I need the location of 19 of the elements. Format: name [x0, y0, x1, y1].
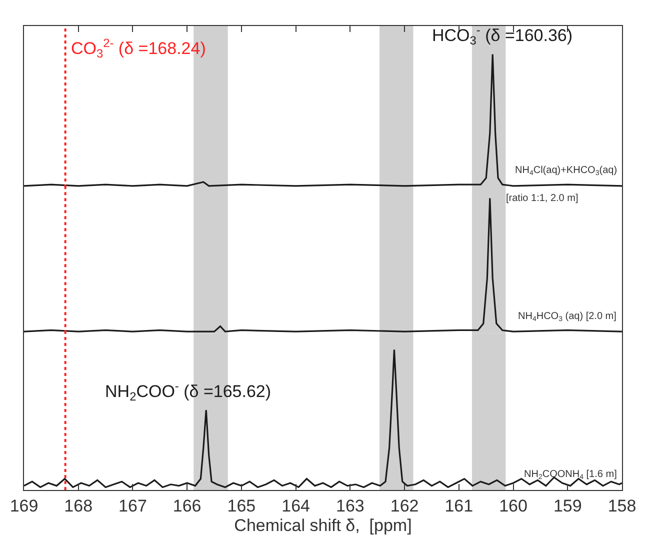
x-tick-label: 159: [553, 496, 582, 516]
x-tick-label: 161: [444, 496, 474, 516]
x-tick-label: 167: [118, 496, 147, 516]
x-tick-label: 168: [64, 496, 93, 516]
x-tick-label: 160: [499, 496, 528, 516]
x-tick-label: 166: [172, 496, 202, 516]
annotation: HCO$_{3}$$^{-}$ (δ =160.36): [432, 23, 573, 48]
x-tick-label: 163: [336, 496, 364, 516]
x-tick-label: 165: [227, 496, 256, 516]
series-label: NH$_{4}$HCO$_{3}$ (aq) [2.0 m]: [518, 311, 617, 324]
ref-line-label: CO$_{3}$$^{2-}$ (δ =168.24): [71, 36, 206, 61]
x-tick-label: 164: [282, 496, 310, 516]
x-tick-label: 158: [608, 496, 636, 516]
text: NH$_{4}$Cl(aq)+KHCO$_{3}$(aq) [ratio 1:1, 2.0 m]: [506, 165, 618, 204]
series-label: NH$_{2}$COONH$_{4}$ [1.6 m]: [524, 469, 618, 482]
annotation: NH$_{2}$COO$^{-}$ (δ =165.62): [105, 379, 272, 404]
x-tick-label: 162: [390, 496, 419, 516]
x-axis-title: Chemical shift δ, [ppm]: [234, 516, 412, 535]
x-tick-label: 169: [10, 496, 38, 516]
